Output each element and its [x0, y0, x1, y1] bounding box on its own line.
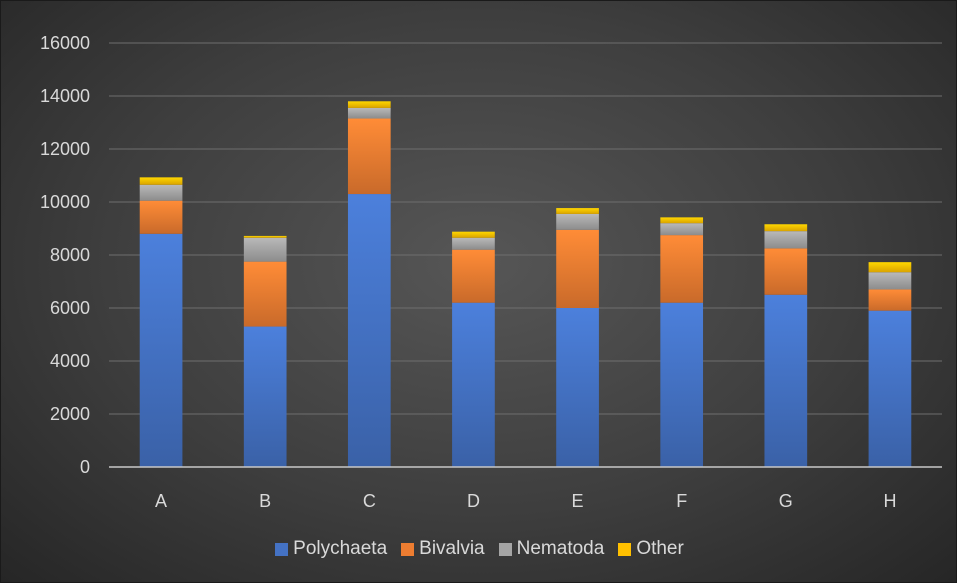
bar-polychaeta-A	[139, 233, 183, 467]
legend-label-other: Other	[636, 538, 684, 559]
bar-bivalvia-A	[139, 200, 183, 234]
legend-item-nematoda: Nematoda	[498, 538, 605, 560]
bar-nematoda-H	[868, 272, 912, 290]
bar-other-E	[556, 208, 599, 214]
bar-other-H	[868, 262, 912, 273]
legend-swatch-polychaeta	[275, 542, 289, 556]
bar-bivalvia-B	[243, 261, 287, 327]
bar-bivalvia-E	[556, 229, 599, 308]
y-tick-label-6000: 6000	[50, 298, 90, 318]
y-tick-label-14000: 14000	[40, 86, 90, 106]
bar-bivalvia-H	[868, 289, 912, 311]
legend-swatch-other	[618, 542, 632, 556]
x-tick-label-G: G	[779, 491, 793, 511]
y-tick-label-4000: 4000	[50, 351, 90, 371]
bar-bivalvia-G	[764, 248, 808, 295]
bar-bivalvia-D	[452, 249, 495, 303]
x-tick-label-E: E	[572, 491, 584, 511]
bar-other-A	[139, 177, 183, 185]
x-tick-label-C: C	[363, 491, 376, 511]
y-tick-label-2000: 2000	[50, 404, 90, 424]
legend-label-nematoda: Nematoda	[516, 538, 605, 559]
x-tick-label-D: D	[467, 491, 480, 511]
legend-item-bivalvia: Bivalvia	[401, 538, 485, 560]
x-tick-label-A: A	[155, 491, 167, 511]
bar-polychaeta-D	[452, 302, 495, 467]
bar-polychaeta-F	[660, 302, 704, 467]
bar-other-C	[347, 101, 391, 108]
bar-other-F	[660, 217, 704, 224]
bar-polychaeta-B	[243, 326, 287, 467]
bar-bivalvia-F	[660, 235, 704, 303]
legend: Polychaeta Bivalvia Nematoda Other	[1, 538, 957, 560]
bar-nematoda-G	[764, 231, 808, 249]
y-tick-label-10000: 10000	[40, 192, 90, 212]
bar-polychaeta-E	[556, 308, 599, 467]
legend-item-other: Other	[618, 538, 684, 560]
x-tick-label-B: B	[259, 491, 271, 511]
bar-other-D	[452, 231, 495, 238]
bar-other-G	[764, 224, 808, 232]
bar-nematoda-C	[347, 107, 391, 119]
bar-nematoda-D	[452, 237, 495, 250]
legend-swatch-bivalvia	[401, 542, 415, 556]
legend-label-polychaeta: Polychaeta	[293, 538, 388, 559]
y-tick-label-0: 0	[80, 457, 90, 477]
legend-label-bivalvia: Bivalvia	[419, 538, 485, 559]
bar-bivalvia-C	[347, 118, 391, 195]
x-tick-label-H: H	[883, 491, 896, 511]
bar-polychaeta-G	[764, 294, 808, 467]
bar-other-B	[243, 235, 287, 238]
bar-nematoda-B	[243, 237, 287, 262]
bar-nematoda-F	[660, 223, 704, 236]
x-tick-label-F: F	[676, 491, 687, 511]
bar-polychaeta-H	[868, 310, 912, 467]
y-tick-label-16000: 16000	[40, 33, 90, 53]
y-tick-label-12000: 12000	[40, 139, 90, 159]
legend-item-polychaeta: Polychaeta	[275, 538, 387, 560]
bar-nematoda-A	[139, 184, 183, 201]
bar-polychaeta-C	[347, 194, 391, 468]
y-tick-label-8000: 8000	[50, 245, 90, 265]
bar-nematoda-E	[556, 213, 599, 230]
legend-swatch-nematoda	[498, 542, 512, 556]
